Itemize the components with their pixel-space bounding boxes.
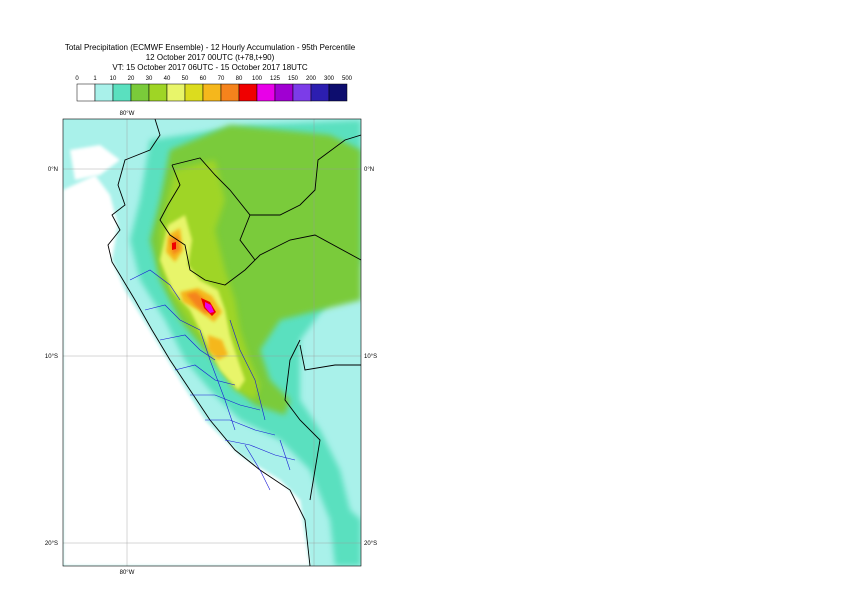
legend-level-label: 80 [236,76,243,82]
legend-level-label: 1 [93,76,97,82]
legend-level-label: 300 [324,76,335,82]
map-title-line1: Total Precipitation (ECMWF Ensemble) - 1… [64,43,356,52]
legend-level-label: 10 [110,76,117,82]
lat-label-0: 0°N [48,167,58,173]
legend-level-label: 125 [270,76,281,82]
map-plot-area [63,119,361,566]
legend-level-label: 20 [128,76,135,82]
legend-level-label: 500 [342,76,353,82]
legend-level-label: 30 [146,76,153,82]
lat-label-right-20s: 20°S [364,541,377,547]
legend-level-label: 100 [252,76,263,82]
ocean-no-precip-north [70,145,120,180]
precipitation-legend: 0 1 10 20 30 40 50 60 70 80 100 125 150 200 300 500 [75,76,353,102]
lat-label-right-10s: 10°S [364,354,377,360]
legend-level-label: 0 [75,76,79,82]
legend-level-label: 150 [288,76,299,82]
country-borders [107,119,361,566]
province-borders [129,269,296,491]
lon-label-top: 80°W [120,111,135,117]
lat-label-20s: 20°S [45,541,58,547]
map-title-line3: VT: 15 October 2017 06UTC - 15 October 2… [112,63,308,72]
precip-125mm [205,302,214,313]
legend-level-label: 40 [164,76,171,82]
lon-label-bottom: 80°W [120,570,135,576]
legend-level-label: 50 [182,76,189,82]
legend-swatch [328,83,348,102]
ocean-no-precip [63,175,310,566]
legend-level-label: 70 [218,76,225,82]
lat-label-10s: 10°S [45,354,58,360]
legend-level-label: 200 [306,76,317,82]
legend-level-label: 60 [200,76,207,82]
map-graticule [63,119,361,566]
map-title-line2: 12 October 2017 00UTC (t+78,t+90) [145,53,275,62]
lat-label-right-0: 0°N [364,167,374,173]
map-frame [62,118,362,567]
